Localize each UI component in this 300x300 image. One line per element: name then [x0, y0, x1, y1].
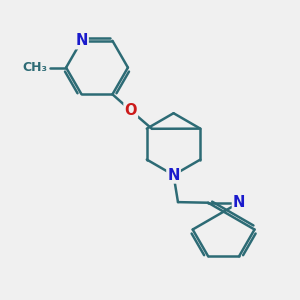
Text: N: N: [233, 195, 245, 210]
Text: N: N: [75, 33, 88, 48]
Text: O: O: [124, 103, 137, 118]
Text: N: N: [167, 167, 180, 182]
Text: CH₃: CH₃: [22, 61, 47, 74]
